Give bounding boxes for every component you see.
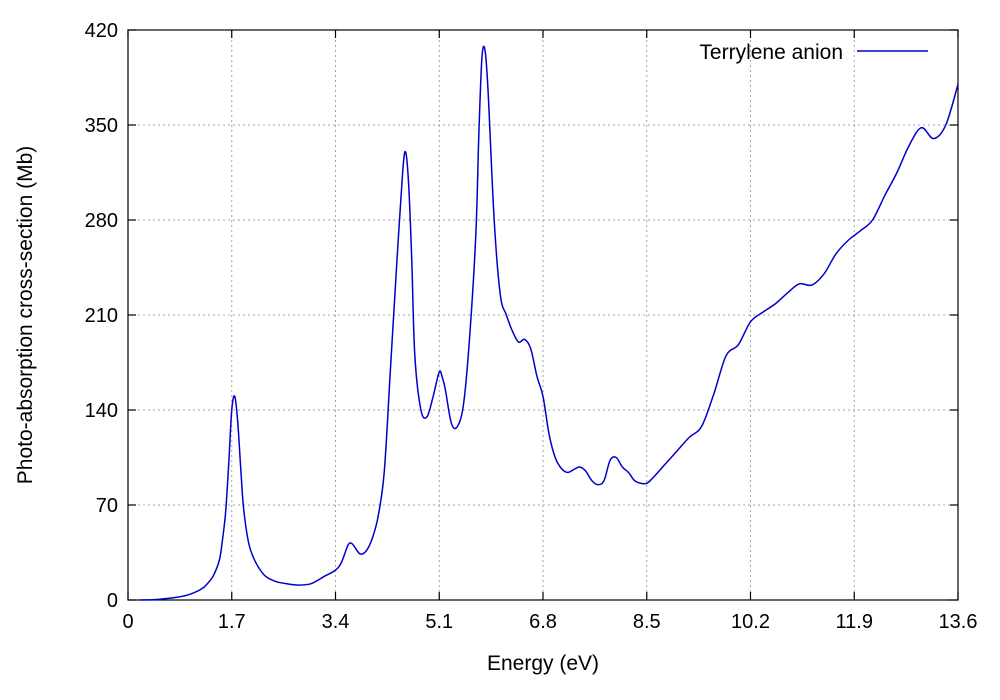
- y-tick-labels: 0 70 140 210 280 350 420: [85, 20, 118, 612]
- series-layer: [140, 45, 959, 601]
- x-tick-label: 3.4: [322, 611, 350, 633]
- x-tick-label: 8.5: [633, 611, 661, 633]
- y-tick-label: 420: [85, 20, 118, 42]
- legend-label: Terrylene anion: [699, 41, 843, 64]
- y-tick-label: 280: [85, 210, 118, 232]
- x-tick-label: 0: [122, 611, 133, 633]
- x-tick-label: 13.6: [939, 611, 978, 633]
- legend: Terrylene anion: [699, 41, 928, 64]
- x-tick-label: 11.9: [836, 611, 873, 633]
- x-axis-title: Energy (eV): [487, 652, 599, 675]
- series-line-terrylene-anion: [140, 45, 959, 601]
- y-tick-label: 210: [85, 305, 118, 327]
- x-tick-label: 1.7: [218, 611, 246, 633]
- x-tick-label: 10.2: [731, 611, 770, 633]
- x-tick-label: 6.8: [529, 611, 557, 633]
- axis-ticks: [127, 29, 959, 601]
- y-tick-label: 0: [107, 590, 118, 612]
- y-axis-title: Photo-absorption cross-section (Mb): [14, 146, 37, 484]
- grid-lines: [128, 30, 958, 600]
- y-tick-label: 140: [85, 400, 118, 422]
- y-tick-label: 70: [96, 495, 118, 517]
- x-tick-label: 5.1: [425, 611, 453, 633]
- x-tick-labels: 0 1.7 3.4 5.1 6.8 8.5 10.2 11.9 13.6: [122, 611, 977, 633]
- y-tick-label: 350: [85, 115, 118, 137]
